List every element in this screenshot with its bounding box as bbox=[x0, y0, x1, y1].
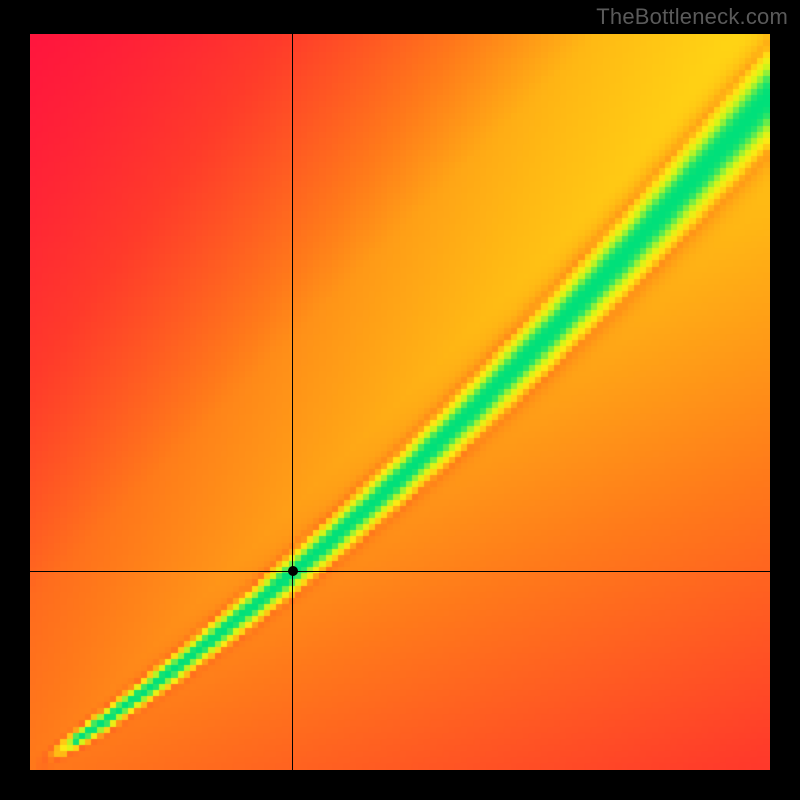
crosshair-vertical bbox=[292, 34, 293, 770]
heatmap-canvas bbox=[30, 34, 770, 770]
crosshair-marker bbox=[288, 566, 298, 576]
heatmap-plot-area bbox=[30, 34, 770, 770]
watermark-text: TheBottleneck.com bbox=[596, 4, 788, 30]
crosshair-horizontal bbox=[30, 571, 770, 572]
